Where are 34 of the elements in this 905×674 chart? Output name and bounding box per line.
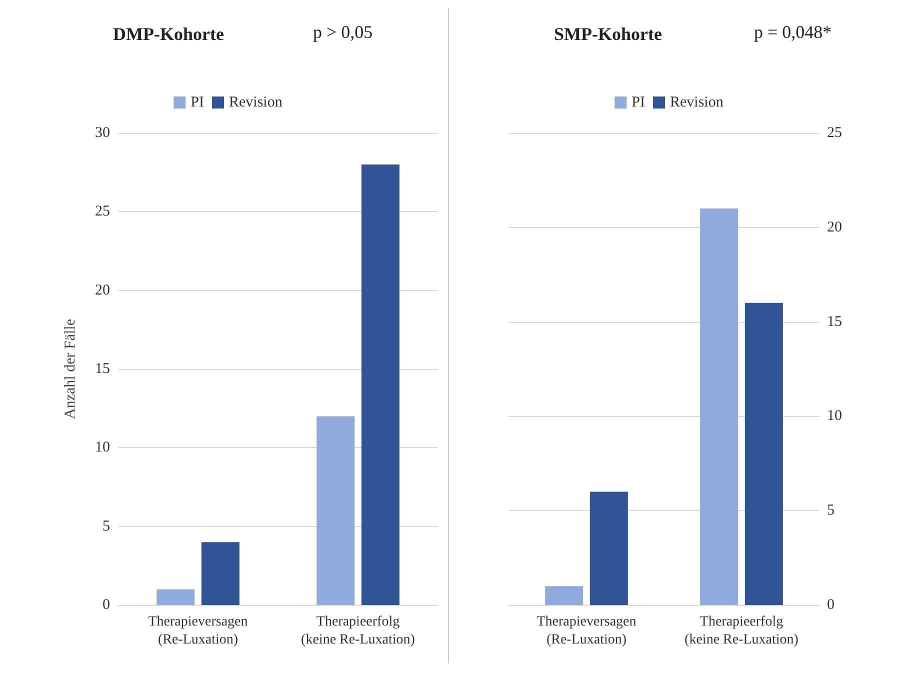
bar — [316, 416, 355, 605]
chart-title: DMP-Kohorte — [113, 24, 224, 44]
bar — [361, 164, 400, 605]
y-tick-label: 10 — [95, 440, 110, 456]
legend-label: PI — [190, 94, 204, 110]
y-axis-title: Anzahl der Fälle — [62, 318, 78, 419]
x-tick-label: Therapieerfolg (keine Re-Luxation) — [301, 614, 416, 648]
text: p = 0,048* — [754, 22, 832, 42]
legend-label: PI — [632, 94, 646, 110]
bar — [201, 542, 240, 605]
text: p > 0,05 — [313, 22, 373, 42]
y-tick-label: 30 — [95, 125, 110, 141]
legend-label: Revision — [229, 94, 283, 110]
y-tick-label: 20 — [95, 282, 110, 298]
y2-tick-label: 20 — [827, 219, 842, 236]
bar — [744, 302, 783, 605]
bar — [156, 589, 195, 605]
x-tick-label: Therapieerfolg (keine Re-Luxation) — [684, 614, 799, 648]
bar — [545, 586, 584, 605]
y2-tick-label: 15 — [827, 314, 842, 330]
bar — [590, 492, 628, 605]
y2-tick-label: 10 — [827, 408, 842, 424]
y-tick-label: 0 — [102, 597, 110, 613]
x-tick-label: Therapieversagen (Re-Luxation) — [536, 614, 636, 648]
bar — [700, 208, 738, 605]
legend-label: Revision — [670, 94, 724, 110]
y-tick-label: 25 — [95, 204, 110, 220]
y-tick-label: 5 — [102, 518, 110, 534]
y2-tick-label: 5 — [827, 502, 834, 519]
chart-title: SMP-Kohorte — [554, 24, 662, 44]
y-tick-label: 15 — [95, 361, 110, 377]
y2-tick-label: 0 — [827, 597, 834, 613]
y2-tick-label: 25 — [827, 125, 842, 141]
x-tick-label: Therapieversagen (Re-Luxation) — [148, 614, 248, 648]
